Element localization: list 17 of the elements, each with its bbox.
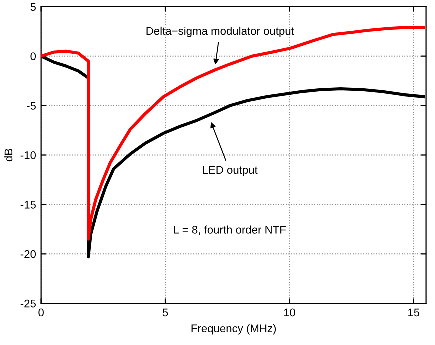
line-series bbox=[41, 26, 426, 241]
x-axis-title: Frequency (MHz) bbox=[192, 324, 276, 335]
x-tick-label: 0 bbox=[38, 308, 44, 317]
x-tick-label: 5 bbox=[162, 308, 168, 317]
annotation: L = 8, fourth order NTF bbox=[174, 226, 286, 236]
y-tick-label: -10 bbox=[20, 152, 36, 160]
annotation: Delta−sigma modulator output bbox=[146, 26, 294, 38]
y-tick-label: -20 bbox=[20, 250, 36, 258]
y-tick-label: 5 bbox=[30, 3, 36, 12]
y-tick-label: -5 bbox=[27, 102, 36, 110]
y-tick-label: 0 bbox=[30, 52, 36, 60]
annotation: LED output bbox=[203, 166, 258, 176]
x-tick-label: 15 bbox=[408, 308, 420, 317]
y-tick-label: -25 bbox=[20, 300, 36, 308]
x-tick-label: 10 bbox=[284, 308, 296, 317]
y-tick-label: -15 bbox=[20, 201, 36, 209]
y-axis-title: dB bbox=[4, 149, 13, 162]
